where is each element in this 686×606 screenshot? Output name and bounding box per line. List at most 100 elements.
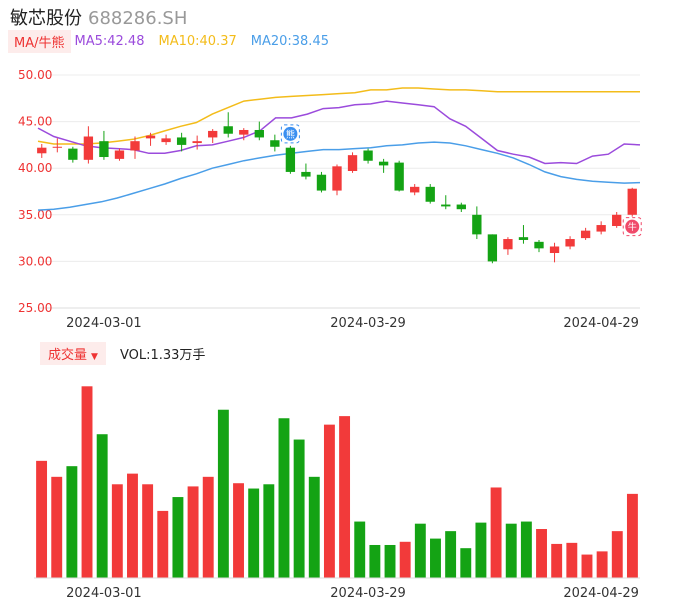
volume-bar: [490, 487, 502, 578]
candle-body: [472, 214, 482, 235]
candle-body: [332, 166, 342, 191]
candle-body: [239, 129, 249, 135]
marker-label: 熊: [286, 128, 295, 140]
volume-bar: [460, 548, 472, 578]
candle-body: [456, 204, 466, 210]
caret-down-icon: ▼: [91, 352, 98, 362]
candle-body: [347, 155, 358, 171]
candle-body: [161, 138, 171, 143]
price-tick-label: 50.00: [18, 68, 52, 82]
volume-toggle-button[interactable]: 成交量 ▼: [40, 342, 106, 365]
candle-body: [627, 188, 637, 215]
volume-bar: [475, 522, 487, 578]
volume-bar: [520, 521, 532, 578]
volume-bar: [293, 439, 305, 578]
bull-icon: 牛: [622, 217, 642, 237]
volume-bar: [445, 531, 457, 578]
volume-bar: [551, 543, 563, 578]
price-tick-label: 40.00: [18, 161, 52, 175]
ma5-legend: MA5:42.48: [74, 34, 145, 49]
price-tick-label: 30.00: [18, 254, 52, 268]
price-tick-label: 35.00: [18, 208, 52, 222]
candle-body: [83, 136, 94, 160]
volume-bar: [581, 554, 593, 578]
candle-body: [270, 140, 280, 147]
stock-name: 敏芯股份: [10, 8, 82, 29]
volume-bar: [157, 510, 169, 578]
marker-frame: [622, 217, 642, 237]
volume-bar: [172, 497, 184, 578]
volume-bar: [399, 541, 411, 578]
date-tick-label: 2024-03-29: [330, 586, 406, 601]
ma10-line: [37, 87, 640, 145]
volume-bar: [308, 476, 320, 578]
volume-bar: [36, 460, 48, 578]
volume-bar: [263, 484, 275, 578]
date-tick-label: 2024-03-01: [66, 586, 142, 601]
candle-body: [223, 126, 233, 134]
volume-bar: [233, 483, 244, 578]
volume-bar: [414, 523, 426, 578]
price-tick-label: 25.00: [18, 301, 52, 315]
volume-bar: [187, 486, 199, 578]
volume-bar: [339, 416, 351, 578]
date-tick-label: 2024-04-29: [563, 316, 639, 331]
ma20-line: [37, 141, 641, 211]
volume-bar: [566, 542, 578, 578]
candle-body: [410, 186, 420, 193]
candle-body: [176, 137, 187, 145]
ma-lines: [37, 87, 641, 211]
volume-bar: [323, 424, 335, 578]
volume-bar: [217, 409, 229, 578]
candle-body: [441, 204, 451, 207]
grid-lines: [38, 74, 640, 309]
candle-body: [549, 246, 560, 254]
volume-bar: [611, 531, 623, 578]
candle-body: [145, 135, 156, 139]
candle-body: [363, 150, 373, 161]
candle-body: [208, 130, 218, 138]
volume-bars: [36, 386, 638, 578]
volume-bar: [596, 551, 608, 578]
stock-title: 敏芯股份 688286.SH: [10, 4, 187, 30]
marker-label: 牛: [628, 221, 637, 233]
ma-toggle-button[interactable]: MA/牛熊: [8, 30, 71, 53]
candle-body: [114, 150, 125, 159]
marker-dot: [625, 219, 640, 234]
marker-frame: [280, 124, 300, 144]
ma5-line: [37, 100, 641, 165]
candle-body: [52, 146, 62, 148]
volume-bar: [430, 538, 441, 578]
marker-dot: [283, 126, 298, 141]
candles: [37, 112, 637, 264]
date-axis-bottom: 2024-03-01 2024-03-29 2024-04-29: [34, 577, 640, 601]
volume-bar: [278, 418, 290, 578]
date-tick-label: 2024-03-01: [66, 316, 142, 331]
ma10-legend: MA10:40.37: [158, 34, 237, 49]
volume-bar: [202, 476, 214, 578]
candle-body: [37, 147, 47, 154]
volume-toggle-label: 成交量: [48, 348, 88, 363]
volume-bar: [96, 434, 108, 578]
ma20-legend: MA20:38.45: [250, 34, 329, 49]
signal-markers: 熊牛: [280, 124, 642, 237]
volume-bar: [81, 386, 93, 578]
volume-bar: [248, 488, 260, 578]
stock-code: 688286.SH: [88, 8, 188, 29]
candle-body: [518, 237, 529, 240]
candle-body: [378, 161, 389, 166]
ma-legend: MA/牛熊 MA5:42.48 MA10:40.37 MA20:38.45: [8, 30, 343, 53]
volume-bar: [384, 544, 396, 578]
candle-body: [596, 225, 606, 232]
candle-body: [503, 239, 513, 250]
candle-body: [192, 141, 202, 144]
date-tick-label: 2024-04-29: [563, 586, 639, 601]
volume-bar: [369, 544, 381, 578]
volume-bar: [127, 473, 138, 578]
candle-body: [254, 129, 264, 138]
candle-body: [301, 171, 311, 177]
price-axis: 50.00 45.00 40.00 35.00 30.00 25.00: [18, 68, 52, 315]
volume-bar: [536, 529, 547, 578]
candle-body: [394, 162, 404, 191]
